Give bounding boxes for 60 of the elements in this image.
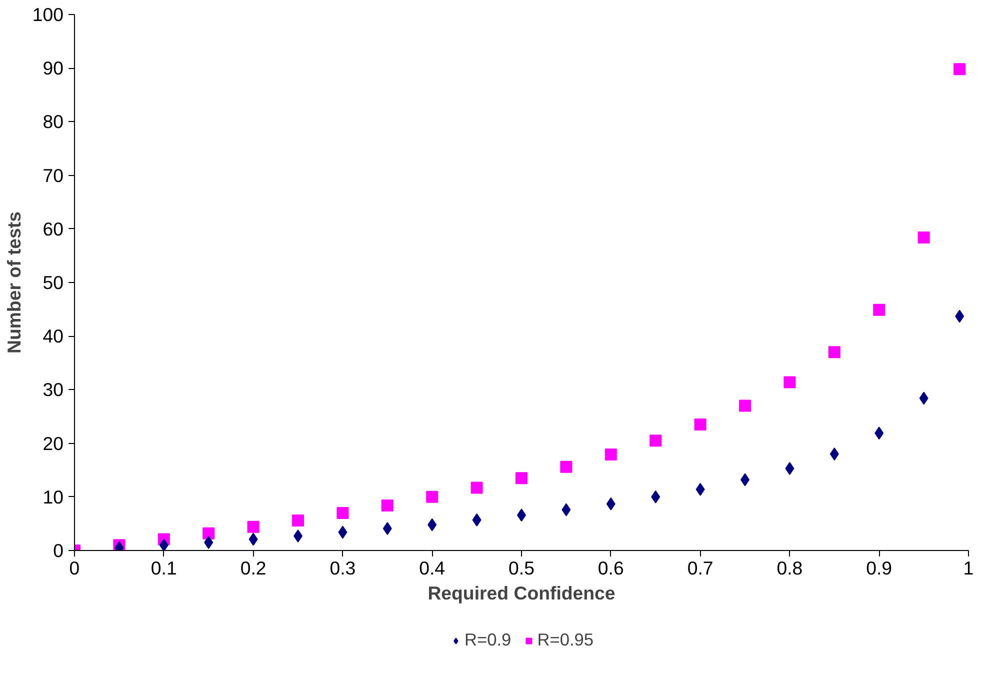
y-axis-title: Number of tests bbox=[3, 211, 24, 354]
point bbox=[650, 434, 662, 447]
point bbox=[562, 503, 571, 516]
y-tick-label: 70 bbox=[42, 164, 64, 186]
point bbox=[954, 63, 966, 76]
x-tick-label: 0.2 bbox=[240, 558, 266, 578]
point bbox=[381, 499, 394, 512]
point bbox=[247, 520, 260, 533]
y-tick-label: 50 bbox=[42, 272, 64, 293]
y-tick-label: 0 bbox=[53, 540, 64, 561]
point bbox=[739, 400, 751, 412]
point bbox=[426, 490, 438, 503]
x-tick-label: 1 bbox=[963, 558, 974, 578]
x-tick-label: 0.9 bbox=[866, 558, 892, 578]
point bbox=[604, 448, 617, 461]
point bbox=[784, 376, 796, 388]
legend-label: R=0.95 bbox=[537, 630, 594, 650]
point bbox=[428, 518, 437, 532]
y-tick-label: 10 bbox=[42, 486, 64, 508]
x-tick-label: 0.5 bbox=[508, 558, 534, 578]
point bbox=[470, 482, 483, 494]
point bbox=[248, 532, 258, 546]
point bbox=[696, 482, 705, 496]
x-tick-label: 0.7 bbox=[687, 558, 714, 578]
point bbox=[830, 448, 839, 461]
point bbox=[204, 536, 214, 549]
point bbox=[606, 497, 616, 510]
point bbox=[919, 392, 928, 405]
y-tick-label: 100 bbox=[32, 4, 64, 25]
point bbox=[694, 418, 706, 431]
x-tick-label: 0.3 bbox=[330, 558, 356, 578]
y-tick-label: 90 bbox=[42, 58, 64, 79]
point bbox=[828, 346, 840, 358]
point bbox=[873, 304, 886, 316]
point bbox=[336, 506, 349, 519]
point bbox=[202, 527, 215, 540]
x-tick-label: 0.4 bbox=[419, 558, 446, 578]
y-tick-label: 20 bbox=[42, 432, 64, 454]
x-axis-title: Required Confidence bbox=[428, 582, 616, 604]
x-tick-label: 0 bbox=[69, 558, 80, 578]
point bbox=[382, 522, 392, 536]
legend-label: R=0.9 bbox=[464, 630, 512, 650]
point bbox=[159, 538, 168, 550]
point bbox=[955, 310, 964, 323]
point bbox=[874, 426, 884, 440]
point bbox=[338, 526, 348, 539]
point bbox=[516, 472, 528, 484]
point bbox=[560, 460, 572, 473]
x-tick-label: 0.6 bbox=[598, 558, 624, 578]
point bbox=[918, 231, 930, 244]
point bbox=[292, 514, 304, 526]
point bbox=[472, 513, 482, 526]
y-tick-label: 80 bbox=[42, 111, 64, 132]
y-tick-label: 40 bbox=[42, 326, 64, 347]
point bbox=[651, 490, 660, 504]
x-tick-label: 0.1 bbox=[150, 558, 177, 578]
x-tick-label: 0.8 bbox=[776, 558, 803, 578]
y-tick-label: 30 bbox=[42, 379, 64, 400]
point bbox=[785, 462, 794, 475]
y-tick-label: 60 bbox=[42, 218, 64, 240]
